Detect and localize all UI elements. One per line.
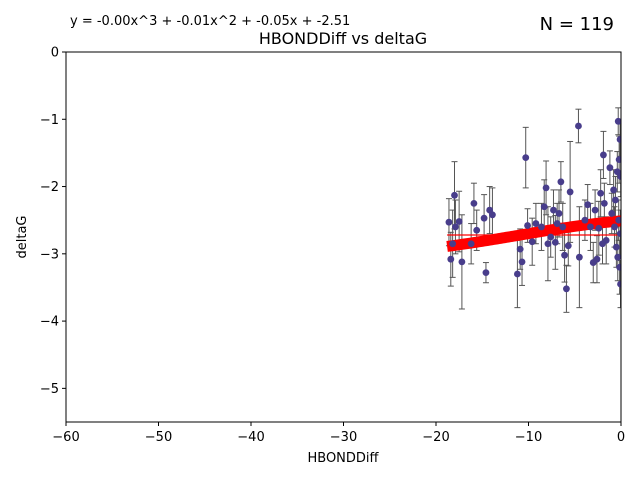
equation-label: y = -0.00x^3 + -0.01x^2 + -0.05x + -2.51 — [70, 14, 350, 29]
data-point — [528, 238, 536, 246]
data-point — [593, 255, 601, 263]
data-point — [480, 214, 488, 222]
data-point — [587, 223, 594, 231]
data-point — [516, 245, 524, 253]
x-tick-label: −20 — [422, 430, 449, 445]
data-point — [602, 236, 610, 244]
data-point — [600, 199, 608, 207]
data-point — [617, 173, 621, 180]
data-point — [566, 188, 574, 196]
data-point — [600, 151, 607, 159]
data-point — [542, 184, 550, 192]
data-point — [612, 243, 620, 251]
data-point — [615, 216, 621, 224]
y-axis-ticks: 0 −1 −2 −3 −4 −5 — [40, 46, 66, 397]
y-tick-label: 0 — [51, 46, 59, 61]
data-point — [591, 206, 599, 214]
y-tick-label: −5 — [40, 382, 59, 397]
data-point — [616, 230, 621, 238]
data-point — [608, 210, 616, 217]
x-axis-ticks: −60 −50 −40 −30 −20 −10 0 — [52, 422, 625, 445]
data-point — [489, 211, 496, 219]
data-point — [581, 216, 589, 224]
y-tick-label: −4 — [40, 315, 59, 330]
data-point — [559, 223, 567, 231]
data-point — [611, 223, 618, 231]
data-point — [551, 238, 559, 246]
data-point — [470, 199, 478, 207]
x-tick-label: −60 — [52, 430, 79, 445]
x-tick-label: −50 — [145, 430, 172, 445]
y-tick-label: −3 — [40, 247, 59, 262]
data-point — [449, 240, 457, 248]
x-tick-label: −40 — [237, 430, 264, 445]
y-tick-label: −1 — [40, 113, 59, 128]
data-point — [455, 218, 463, 225]
data-point — [614, 253, 621, 261]
data-point — [614, 117, 621, 125]
data-point — [557, 178, 565, 186]
x-tick-label: −30 — [330, 430, 357, 445]
data-point — [564, 242, 572, 250]
data-point — [447, 255, 455, 263]
data-points — [445, 117, 621, 293]
data-point — [518, 258, 526, 266]
data-point — [616, 263, 621, 271]
data-point — [606, 164, 614, 172]
data-point — [555, 210, 563, 217]
data-point — [553, 220, 561, 227]
data-point — [615, 156, 621, 164]
x-tick-label: −10 — [515, 430, 542, 445]
data-point — [563, 285, 570, 293]
data-point — [610, 186, 617, 194]
data-point — [532, 220, 540, 227]
x-axis-title: HBONDDiff — [307, 451, 379, 466]
data-point — [451, 191, 458, 199]
data-point — [538, 223, 545, 231]
data-point — [524, 222, 531, 229]
count-label: N = 119 — [540, 14, 614, 35]
y-axis-title: deltaG — [15, 216, 30, 259]
data-point — [482, 269, 490, 277]
data-point — [547, 233, 555, 241]
data-point — [544, 240, 552, 248]
data-point — [561, 251, 568, 259]
data-point — [616, 136, 621, 143]
data-point — [452, 223, 459, 231]
data-point — [514, 270, 521, 278]
data-point — [617, 280, 621, 288]
data-point — [575, 122, 582, 130]
data-point — [550, 206, 557, 214]
data-point — [584, 201, 592, 209]
data-point — [612, 196, 619, 204]
data-point — [540, 203, 548, 211]
data-point — [458, 258, 466, 266]
data-point — [595, 224, 603, 232]
data-point — [467, 240, 475, 248]
x-tick-label: 0 — [617, 430, 625, 445]
chart-title: HBONDDiff vs deltaG — [259, 29, 427, 48]
data-point — [597, 189, 605, 197]
data-point — [522, 154, 530, 162]
data-point — [473, 226, 481, 234]
y-tick-label: −2 — [40, 180, 59, 195]
data-point — [575, 253, 583, 261]
data-point — [445, 218, 453, 226]
plot-content — [443, 107, 621, 313]
data-point — [613, 168, 621, 176]
